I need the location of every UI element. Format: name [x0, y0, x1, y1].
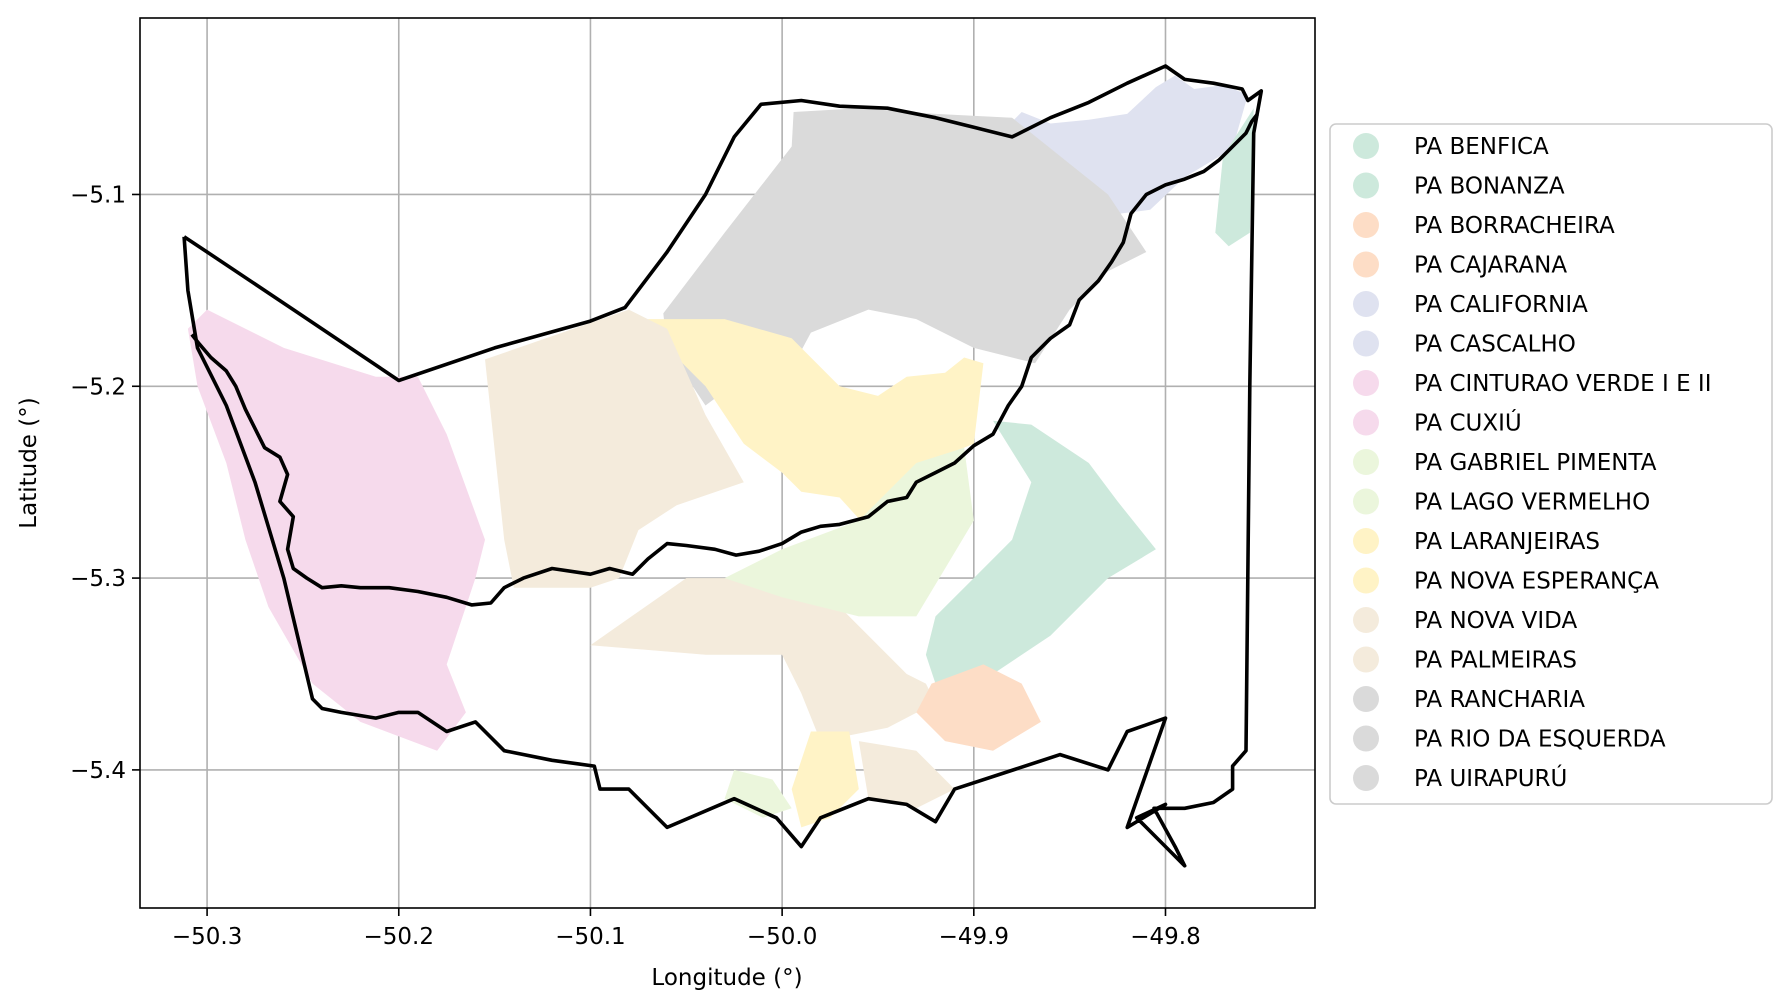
- region-pa-benfica: [1215, 108, 1254, 247]
- legend-label-pa-nova-esperanca: PA NOVA ESPERANÇA: [1414, 569, 1659, 595]
- legend-marker-pa-cascalho: [1353, 330, 1379, 357]
- x-axis-label: Longitude (°): [651, 965, 802, 991]
- legend: PA BENFICA PA BONANZA PA BORRACHEIRA PA CAJ…: [1329, 123, 1773, 805]
- x-tick-label-3: −50.0: [747, 924, 817, 950]
- region-pa-borracheira: [916, 664, 1041, 751]
- legend-label-pa-cinturao-verde-i-e-ii: PA CINTURAO VERDE I E II: [1414, 371, 1711, 397]
- y-tick-label-1: −5.2: [70, 374, 126, 400]
- region-pa-uirapuru: [858, 741, 955, 809]
- legend-label-pa-cajarana: PA CAJARANA: [1414, 253, 1567, 279]
- boundary-lines: [182, 64, 1264, 868]
- region-pa-bonanza: [925, 420, 1156, 684]
- x-tick-label-0: −50.3: [172, 924, 242, 950]
- legend-label-pa-cuxiu: PA CUXIÚ: [1414, 409, 1522, 437]
- river-boundary-line: [190, 112, 1259, 607]
- legend-marker-pa-benfica: [1353, 133, 1379, 159]
- legend-marker-pa-cuxiu: [1353, 409, 1379, 436]
- legend-marker-pa-borracheira: [1353, 212, 1379, 238]
- legend-marker-pa-laranjeiras: [1353, 528, 1379, 554]
- x-tick-label-1: −50.2: [364, 924, 434, 950]
- outer-boundary-line: [182, 64, 1264, 868]
- legend-label-pa-bonanza: PA BONANZA: [1414, 174, 1565, 200]
- legend-marker-pa-bonanza: [1353, 172, 1379, 199]
- y-axis-ticks: −5.1 −5.2 −5.3 −5.4: [70, 182, 140, 784]
- legend-marker-pa-cajarana: [1353, 251, 1379, 278]
- legend-label-pa-borracheira: PA BORRACHEIRA: [1414, 213, 1615, 239]
- legend-label-pa-gabriel-pimenta: PA GABRIEL PIMENTA: [1414, 450, 1657, 476]
- legend-marker-pa-palmeiras: [1353, 646, 1379, 673]
- legend-label-pa-lago-vermelho: PA LAGO VERMELHO: [1414, 490, 1650, 516]
- x-tick-label-4: −49.9: [939, 924, 1009, 950]
- y-tick-label-3: −5.4: [70, 758, 126, 784]
- region-pa-cuxiu: [187, 309, 485, 751]
- region-pa-lago-vermelho: [724, 769, 792, 818]
- y-axis-label: Latitude (°): [16, 397, 42, 528]
- legend-marker-pa-gabriel-pimenta: [1353, 449, 1379, 475]
- legend-marker-pa-nova-vida: [1353, 607, 1379, 633]
- legend-marker-pa-uirapuru: [1353, 765, 1379, 791]
- legend-box: [1329, 123, 1773, 805]
- legend-marker-pa-lago-vermelho: [1353, 488, 1379, 515]
- legend-marker-pa-cinturao-verde-i-e-ii: [1353, 370, 1379, 396]
- legend-label-pa-palmeiras: PA PALMEIRAS: [1414, 648, 1577, 674]
- x-tick-label-2: −50.1: [555, 924, 625, 950]
- y-tick-label-2: −5.3: [70, 566, 126, 592]
- legend-marker-pa-rancharia: [1353, 686, 1379, 712]
- legend-label-pa-california: PA CALIFORNIA: [1414, 292, 1588, 318]
- legend-label-pa-nova-vida: PA NOVA VIDA: [1414, 608, 1577, 634]
- legend-label-pa-benfica: PA BENFICA: [1414, 134, 1549, 160]
- legend-label-pa-laranjeiras: PA LARANJEIRAS: [1414, 529, 1600, 555]
- y-tick-label-0: −5.1: [70, 182, 126, 208]
- x-axis-ticks: −50.3 −50.2 −50.1 −50.0 −49.9 −49.8: [172, 908, 1201, 950]
- region-pa-laranjeiras: [791, 731, 859, 828]
- x-tick-label-5: −49.8: [1130, 924, 1200, 950]
- legend-label-pa-cascalho: PA CASCALHO: [1414, 332, 1576, 358]
- legend-label-pa-rio-da-esquerda: PA RIO DA ESQUERDA: [1414, 727, 1666, 753]
- region-pa-palmeiras: [590, 578, 936, 742]
- legend-label-pa-uirapuru: PA UIRAPURÚ: [1414, 764, 1567, 792]
- legend-marker-pa-nova-esperanca: [1353, 567, 1379, 594]
- plot-frame: [139, 17, 1316, 909]
- legend-label-pa-rancharia: PA RANCHARIA: [1414, 687, 1585, 713]
- legend-marker-pa-california: [1353, 291, 1379, 317]
- legend-marker-pa-rio-da-esquerda: [1353, 725, 1379, 752]
- region-pa-nova-vida: [485, 309, 744, 588]
- settlement-regions: [187, 75, 1254, 828]
- region-pa-rancharia: [663, 108, 1147, 406]
